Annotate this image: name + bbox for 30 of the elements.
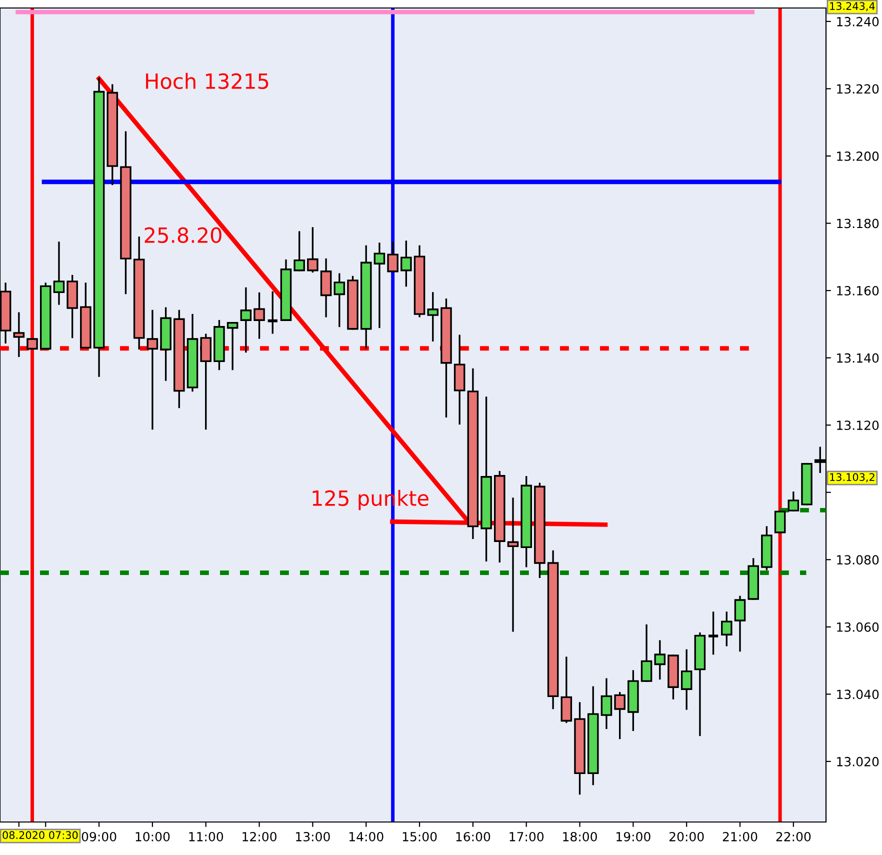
annotation: 25.8.20: [144, 227, 222, 244]
x-tick-label: 20:00: [669, 832, 704, 842]
x-tick-label: 17:00: [510, 832, 544, 842]
x-tick-label: 13:00: [296, 832, 330, 842]
x-tick-label: 10:00: [136, 832, 170, 842]
x-tick-label: 15:00: [402, 832, 437, 842]
text: 08.2020 07:30: [2, 831, 78, 840]
y-tick-label: 13.160: [837, 286, 879, 296]
x-tick-label: 14:00: [349, 832, 384, 842]
x-tick-label: 22:00: [776, 832, 811, 842]
y-tick-label: 13.020: [837, 756, 879, 766]
x-tick-label: 09:00: [82, 832, 116, 842]
y-tick-label: 13.180: [837, 218, 879, 228]
x-tick-label: 11:00: [189, 832, 224, 842]
y-tick-label: 13.220: [837, 84, 879, 94]
x-tick-label: 16:00: [456, 832, 490, 842]
y-tick-label: 13.120: [837, 420, 879, 430]
annotation: Hoch 13215: [146, 72, 268, 90]
x-tick-label: 19:00: [616, 832, 650, 842]
y-tick-label: 13.240: [837, 16, 879, 26]
y-tick-label: 13.080: [837, 555, 879, 565]
x-tick-label: 18:00: [563, 832, 597, 842]
x-tick-label: 12:00: [242, 832, 276, 842]
x-tick-label: 21:00: [722, 832, 758, 842]
y-tick-label: 13.140: [837, 353, 879, 363]
y-tick-label: 13.060: [837, 622, 879, 632]
text: 13.103,2: [830, 473, 874, 482]
y-tick-label: 13.200: [837, 151, 879, 161]
text: 13.243,4: [830, 2, 875, 12]
y-tick-label: 13.040: [837, 690, 879, 700]
